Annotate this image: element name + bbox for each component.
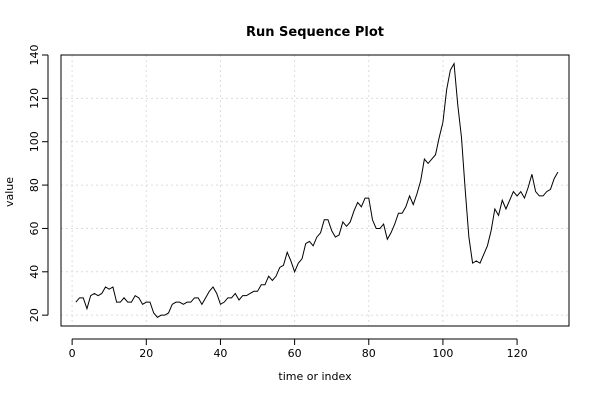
x-axis-label: time or index xyxy=(278,370,352,383)
x-tick-label: 80 xyxy=(362,347,376,360)
x-tick-label: 120 xyxy=(507,347,528,360)
y-tick-label: 20 xyxy=(28,308,41,322)
chart-title: Run Sequence Plot xyxy=(246,25,384,40)
series-line xyxy=(75,62,559,318)
x-tick-label: 20 xyxy=(139,347,153,360)
x-tick-label: 0 xyxy=(69,347,76,360)
x-tick-label: 100 xyxy=(432,347,453,360)
y-tick-label: 40 xyxy=(28,265,41,279)
plot-frame xyxy=(60,54,570,327)
y-tick-label: 80 xyxy=(28,178,41,192)
y-axis-label: value xyxy=(3,177,16,207)
y-tick-label: 60 xyxy=(28,221,41,235)
y-tick-label: 120 xyxy=(28,88,41,109)
axes: 0 20 40 60 80 100 120 20 40 60 80 100 120 140 xyxy=(28,45,528,361)
y-tick-label: 140 xyxy=(28,45,41,66)
grid-lines xyxy=(61,54,569,326)
x-tick-label: 40 xyxy=(213,347,227,360)
y-tick-label: 100 xyxy=(28,131,41,152)
x-tick-label: 60 xyxy=(288,347,302,360)
